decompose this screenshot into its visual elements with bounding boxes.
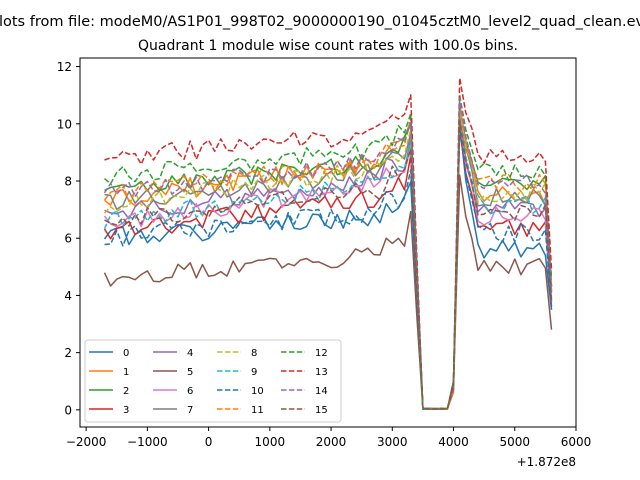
legend-label-14: 14 xyxy=(315,386,328,397)
series-line-12 xyxy=(104,94,553,410)
legend-label-0: 0 xyxy=(123,348,129,359)
y-tick-label: 6 xyxy=(64,232,72,246)
series-line-9 xyxy=(103,117,553,410)
x-tick-label: 3000 xyxy=(377,435,408,449)
chart-suptitle: Plots from file: modeM0/AS1P01_998T02_90… xyxy=(0,14,640,30)
series-line-5 xyxy=(103,174,553,410)
y-tick-label: 0 xyxy=(64,403,72,417)
legend-label-12: 12 xyxy=(315,348,328,359)
legend-label-10: 10 xyxy=(251,386,264,397)
y-tick-label: 2 xyxy=(64,346,72,360)
legend-label-4: 4 xyxy=(187,348,193,359)
series-line-8 xyxy=(103,108,553,410)
legend-label-13: 13 xyxy=(315,367,328,378)
axis-ticks: −2000 −1000 0 1000 2000 3000 4000 5000 6000 0 2 4 6 8… xyxy=(57,60,592,449)
legend-label-15: 15 xyxy=(315,405,328,416)
x-tick-label: 6000 xyxy=(561,435,592,449)
x-tick-label: 4000 xyxy=(438,435,469,449)
x-offset-label: +1.872e8 xyxy=(517,455,576,469)
series-line-1 xyxy=(104,111,553,410)
x-tick-label: −1000 xyxy=(127,435,168,449)
legend-label-7: 7 xyxy=(187,405,193,416)
x-tick-label: 5000 xyxy=(499,435,530,449)
legend-label-9: 9 xyxy=(251,367,257,378)
series-line-13 xyxy=(104,77,553,410)
series-lines xyxy=(103,77,553,411)
series-line-11 xyxy=(103,105,553,410)
x-tick-label: −2000 xyxy=(66,435,107,449)
x-tick-label: 2000 xyxy=(316,435,347,449)
series-line-6 xyxy=(103,123,553,410)
legend-box xyxy=(84,339,342,423)
series-line-10 xyxy=(104,125,553,410)
y-tick-label: 4 xyxy=(64,289,72,303)
legend-label-11: 11 xyxy=(251,405,264,416)
x-tick-label: 0 xyxy=(205,435,213,449)
chart-title: Quadrant 1 module wise count rates with … xyxy=(138,38,518,54)
series-line-14 xyxy=(103,97,553,410)
legend-label-3: 3 xyxy=(123,405,129,416)
series-line-2 xyxy=(104,105,553,410)
legend-label-1: 1 xyxy=(123,367,129,378)
legend-label-8: 8 xyxy=(251,348,257,359)
y-tick-label: 8 xyxy=(64,175,72,189)
plot-frame xyxy=(79,57,577,428)
y-tick-label: 10 xyxy=(57,117,72,131)
legend-label-5: 5 xyxy=(187,367,193,378)
y-tick-label: 12 xyxy=(57,60,72,74)
legend-label-2: 2 xyxy=(123,386,129,397)
legend-label-6: 6 xyxy=(187,386,193,397)
x-tick-label: 1000 xyxy=(255,435,286,449)
series-line-15 xyxy=(104,120,553,410)
